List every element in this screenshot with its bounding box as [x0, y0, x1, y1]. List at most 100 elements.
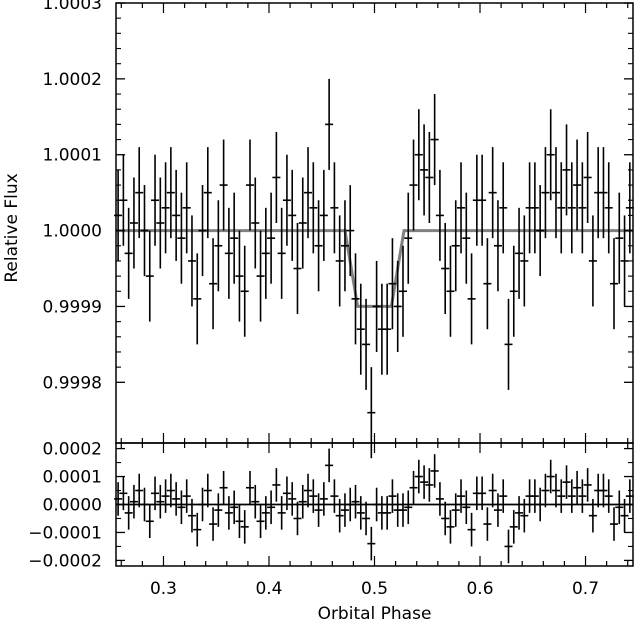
- data-point: [409, 470, 418, 505]
- data-point: [467, 253, 476, 345]
- data-point: [177, 490, 186, 525]
- data-point: [425, 468, 434, 502]
- data-point: [156, 177, 165, 269]
- data-point: [388, 238, 397, 330]
- data-point: [420, 124, 429, 216]
- data-point: [261, 207, 270, 299]
- data-point: [124, 207, 133, 299]
- data-point: [372, 487, 381, 522]
- data-point: [441, 223, 450, 315]
- data-point: [599, 147, 608, 239]
- data-point: [520, 498, 529, 533]
- residual-points-layer: [114, 448, 634, 564]
- data-point: [551, 473, 560, 508]
- x-tick-label: 0.7: [572, 579, 599, 599]
- y-tick-label: 1.0002: [43, 70, 102, 90]
- light-curve-points-layer: [114, 78, 634, 459]
- data-point: [515, 207, 524, 299]
- data-point: [288, 169, 297, 261]
- data-point: [488, 473, 497, 508]
- data-point: [140, 487, 149, 522]
- data-point: [177, 192, 186, 284]
- data-point: [288, 482, 297, 516]
- data-point: [172, 169, 181, 261]
- data-point: [245, 470, 254, 505]
- data-point: [362, 501, 371, 536]
- data-point: [457, 479, 466, 513]
- data-point: [245, 139, 254, 231]
- data-point: [293, 223, 302, 315]
- data-point: [335, 498, 344, 533]
- data-point: [235, 504, 244, 539]
- data-point: [161, 162, 170, 254]
- data-point: [573, 139, 582, 231]
- data-point: [293, 501, 302, 536]
- data-point: [314, 200, 323, 292]
- data-point: [182, 162, 191, 254]
- data-point: [351, 484, 360, 519]
- data-point: [356, 496, 365, 530]
- y-tick-label: 0.9999: [43, 297, 102, 317]
- data-point: [187, 498, 196, 533]
- data-point: [610, 238, 619, 330]
- x-tick-label: 0.5: [361, 579, 388, 599]
- data-point: [478, 154, 487, 246]
- data-point: [203, 473, 212, 508]
- data-point: [340, 493, 349, 527]
- data-point: [557, 162, 566, 254]
- data-point: [330, 479, 339, 513]
- data-point: [319, 482, 328, 516]
- data-point: [330, 162, 339, 254]
- y-tick-label: 0.0002: [43, 440, 102, 460]
- data-point: [588, 498, 597, 533]
- y-tick-label: 1.0001: [43, 146, 102, 166]
- data-point: [573, 470, 582, 505]
- data-point: [441, 501, 450, 536]
- data-point: [151, 154, 160, 246]
- y-axis-title: Relative Flux: [2, 173, 22, 282]
- x-tick-label: 0.4: [255, 579, 282, 599]
- data-point: [488, 147, 497, 239]
- data-point: [615, 490, 624, 525]
- data-point: [224, 207, 233, 299]
- y-tick-label: −0.0002: [28, 551, 102, 571]
- data-point: [256, 504, 265, 539]
- data-point: [156, 484, 165, 519]
- data-point: [536, 487, 545, 522]
- data-point: [462, 490, 471, 525]
- data-point: [414, 109, 423, 201]
- data-point: [129, 484, 138, 519]
- y-tick-label: −0.0001: [28, 523, 102, 543]
- data-point: [562, 124, 571, 216]
- data-point: [209, 507, 218, 541]
- data-point: [145, 230, 154, 322]
- data-point: [499, 162, 508, 254]
- data-point: [240, 245, 249, 337]
- data-point: [335, 215, 344, 307]
- data-point: [404, 490, 413, 525]
- data-point: [214, 493, 223, 527]
- data-point: [610, 507, 619, 541]
- data-point: [251, 177, 260, 269]
- data-point: [451, 200, 460, 292]
- data-point: [251, 484, 260, 519]
- data-point: [551, 147, 560, 239]
- residuals-x-ticks: 0.3 0.4 0.5 0.6 0.7: [120, 443, 629, 599]
- data-point: [166, 473, 175, 508]
- light-curve-panel: 0.9998 0.9999 1.0000 1.0001 1.0002 1.0003: [43, 0, 634, 459]
- data-point: [615, 192, 624, 284]
- y-tick-label: 1.0003: [43, 0, 102, 14]
- data-point: [235, 230, 244, 322]
- data-point: [151, 476, 160, 511]
- data-point: [620, 215, 629, 307]
- data-point: [193, 253, 202, 345]
- transit-model-line: [116, 229, 633, 308]
- data-point: [435, 169, 444, 261]
- data-point: [240, 510, 249, 544]
- data-point: [214, 200, 223, 292]
- data-point: [282, 154, 291, 246]
- data-point: [277, 496, 286, 530]
- data-point: [557, 479, 566, 513]
- data-point: [193, 512, 202, 547]
